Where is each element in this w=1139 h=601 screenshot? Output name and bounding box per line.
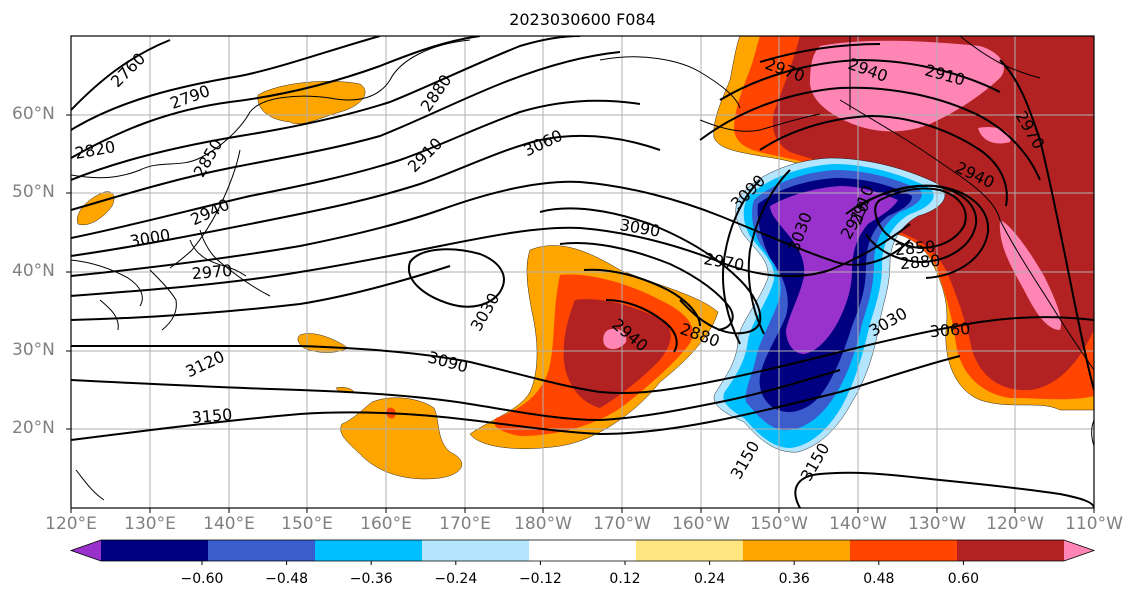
- lat-label: 50°N: [12, 182, 55, 202]
- lon-label: 180°W: [514, 514, 572, 534]
- graticule: [71, 36, 1094, 508]
- contour-label: 2970: [702, 249, 745, 275]
- contour-label: 3120: [183, 347, 228, 381]
- lon-label: 160°W: [672, 514, 730, 534]
- colorbar-tick-label: −0.48: [265, 571, 309, 587]
- axis-ticks: [66, 114, 1095, 513]
- contour-label: 3150: [191, 405, 233, 427]
- lon-label: 170°E: [439, 514, 491, 534]
- contour-label: 3090: [618, 215, 661, 241]
- colorbar-tick-label: −0.12: [518, 571, 562, 587]
- lon-label: 140°W: [829, 514, 887, 534]
- lon-label: 150°E: [281, 514, 333, 534]
- lon-label: 140°E: [203, 514, 255, 534]
- lon-label: 110°W: [1065, 514, 1123, 534]
- contour-label: 2970: [191, 261, 233, 283]
- contour-label: 2790: [168, 81, 213, 113]
- colorbar-tick-label: −0.60: [180, 571, 224, 587]
- lon-label: 150°W: [750, 514, 808, 534]
- contour-label: 2850: [190, 136, 227, 181]
- contour-label: 3090: [426, 348, 470, 377]
- contour-label: 2820: [73, 137, 116, 163]
- contour-label: 2910: [404, 134, 446, 176]
- lon-label: 170°W: [593, 514, 651, 534]
- contour-label: 2760: [107, 49, 149, 91]
- height-contours: [71, 36, 1094, 508]
- lon-label: 120°W: [986, 514, 1044, 534]
- contour-label: 3060: [929, 319, 971, 341]
- contour-label: 2880: [417, 71, 456, 115]
- colorbar-tick-label: 0.12: [609, 571, 641, 587]
- lon-label: 120°E: [45, 514, 97, 534]
- contour-label: 2880: [899, 251, 941, 273]
- lon-label: 130°E: [124, 514, 176, 534]
- lat-label: 60°N: [12, 104, 55, 124]
- contour-label: 3000: [128, 225, 171, 251]
- colorbar-tick-label: 0.60: [947, 571, 979, 587]
- shaded-anomaly-field: [77, 36, 1094, 480]
- lon-label: 160°E: [360, 514, 412, 534]
- contour-label: 2850: [894, 237, 936, 259]
- contour-label: 3030: [467, 290, 504, 335]
- colorbar-tick-label: 0.24: [694, 571, 726, 587]
- colorbar-tick-label: 0.36: [778, 571, 810, 587]
- coastlines: [71, 36, 1094, 501]
- lon-label: 130°W: [908, 514, 966, 534]
- lat-label: 30°N: [12, 340, 55, 360]
- colorbar-tick-label: −0.36: [349, 571, 393, 587]
- map-title: 2023030600 F084: [509, 10, 656, 29]
- lat-label: 20°N: [12, 418, 55, 438]
- contour-label: 3150: [727, 438, 764, 483]
- lat-label: 40°N: [12, 261, 55, 281]
- colorbar-tick-label: −0.24: [434, 571, 478, 587]
- colorbar-tick-label: 0.48: [863, 571, 895, 587]
